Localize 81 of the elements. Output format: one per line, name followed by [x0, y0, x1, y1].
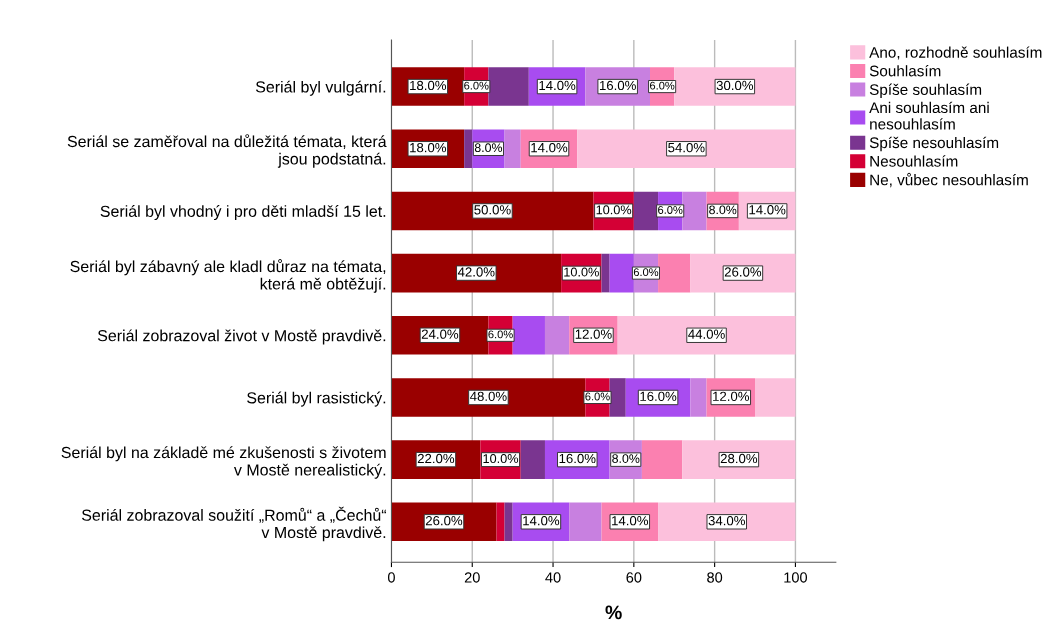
data-label: 12.0%: [713, 391, 750, 401]
data-label: 14.0%: [539, 80, 576, 91]
data-label: 12.0%: [575, 329, 612, 339]
bar: [504, 502, 513, 542]
y-tick-label: Seriál byl na základě mé zkušenosti s životem v Mostě nerealistický.: [61, 446, 386, 479]
data-label: 16.0%: [559, 453, 596, 464]
y-tick-label: Seriál byl vulgární.: [255, 80, 386, 96]
legend-label: Nesouhlasím: [870, 155, 958, 167]
legend-label: Ne, vůbec nesouhlasím: [870, 172, 1028, 188]
data-label: 6.0%: [464, 81, 489, 90]
bar: [577, 129, 796, 169]
bar: [504, 129, 521, 169]
y-tick-label: Seriál byl vhodný i pro děti mladší 15 let.: [100, 205, 386, 221]
data-label: 6.0%: [650, 81, 675, 90]
data-label: 14.0%: [749, 205, 786, 215]
data-label: 6.0%: [658, 206, 683, 214]
y-tick-label: Seriál byl rasistický.: [247, 391, 386, 407]
bar: [755, 378, 796, 417]
legend-label: Spíše souhlasím: [869, 83, 982, 99]
data-label: 16.0%: [640, 391, 677, 401]
bar: [496, 502, 505, 542]
data-label: 6.0%: [488, 330, 513, 339]
x-axis-title: %: [605, 605, 622, 620]
bar: [658, 253, 691, 293]
legend-label: Ani souhlasím ani nesouhlasím: [869, 101, 989, 130]
data-label: 18.0%: [410, 80, 447, 91]
x-tick-label: 40: [545, 572, 561, 583]
bar: [682, 191, 707, 231]
data-label: 26.0%: [724, 267, 762, 277]
x-tick-label: 20: [464, 572, 480, 583]
x-tick-label: 60: [626, 572, 642, 583]
legend-label: Ano, rozhodně souhlasím: [869, 46, 1042, 60]
bar: [488, 67, 529, 106]
data-label: 44.0%: [688, 329, 725, 339]
data-label: 18.0%: [410, 142, 447, 153]
bar: [601, 253, 610, 293]
bar: [544, 316, 570, 355]
data-label: 54.0%: [668, 142, 705, 153]
bar: [609, 253, 634, 293]
y-tick-label: Seriál zobrazoval život v Mostě pravdivě.: [97, 329, 386, 345]
bar: [391, 253, 562, 293]
x-tick-label: 0: [387, 572, 395, 583]
data-label: 30.0%: [716, 80, 754, 91]
data-label: 6.0%: [585, 392, 610, 401]
y-tick-label: Seriál zobrazoval soužití „Romů“ a „Čechů“ v Mostě pravdivě.: [81, 506, 387, 542]
data-label: 6.0%: [633, 268, 659, 277]
data-label: 34.0%: [708, 516, 745, 526]
bar: [569, 502, 602, 542]
legend-label: Souhlasím: [869, 65, 941, 77]
data-label: 10.0%: [483, 454, 519, 464]
data-label: 10.0%: [596, 205, 632, 215]
data-label: 8.0%: [474, 143, 503, 153]
bar: [609, 378, 626, 417]
data-label: 14.0%: [531, 142, 568, 153]
y-tick-label: Seriál byl zábavný ale kladl důraz na témata, která mě obtěžují.: [70, 259, 386, 293]
bar: [391, 191, 594, 231]
data-label: 8.0%: [612, 454, 640, 463]
data-label: 24.0%: [421, 329, 459, 339]
data-label: 14.0%: [523, 516, 560, 526]
bar: [520, 440, 545, 479]
bar: [464, 129, 473, 169]
data-label: 16.0%: [599, 80, 636, 91]
y-tick-label: Seriál se zaměřoval na důležitá témata, která jsou podstatná.: [67, 134, 387, 168]
data-label: 8.0%: [709, 205, 737, 215]
bar: [633, 191, 659, 231]
data-label: 22.0%: [417, 453, 455, 464]
x-tick-label: 100: [784, 572, 808, 583]
data-label: 26.0%: [425, 516, 463, 526]
data-label: 28.0%: [720, 453, 758, 464]
data-label: 14.0%: [612, 516, 649, 526]
data-label: 50.0%: [474, 205, 511, 215]
bar: [512, 316, 545, 355]
data-label: 42.0%: [457, 267, 495, 277]
bar: [391, 378, 586, 417]
bar: [617, 316, 796, 355]
bar: [641, 440, 683, 479]
legend-label: Spíše nesouhlasím: [869, 136, 999, 152]
data-label: 48.0%: [470, 391, 507, 401]
x-tick-label: 80: [707, 572, 723, 583]
bar: [690, 378, 707, 417]
data-label: 10.0%: [564, 267, 599, 277]
